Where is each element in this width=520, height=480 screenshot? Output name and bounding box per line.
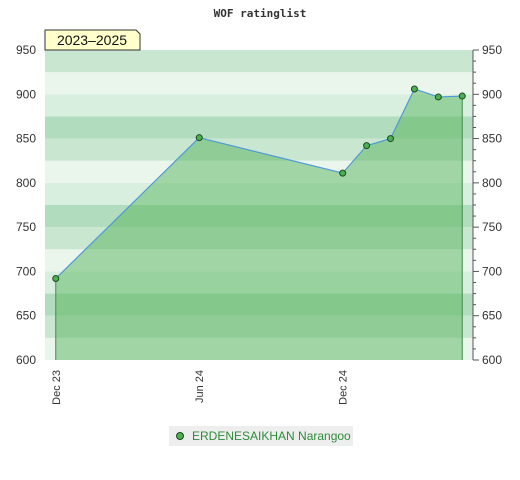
background-bands <box>45 50 473 360</box>
legend: ERDENESAIKHAN Narangoo <box>169 426 353 446</box>
grid-band <box>45 249 473 272</box>
series-line <box>55 88 463 360</box>
series-area <box>55 88 463 360</box>
y-tick-label-left: 850 <box>16 132 36 146</box>
legend-label: ERDENESAIKHAN Narangoo <box>192 429 351 443</box>
grid-band <box>45 50 473 73</box>
data-point <box>52 275 60 283</box>
data-point <box>458 92 466 100</box>
grid-band <box>45 160 473 183</box>
y-tick-label-left: 900 <box>16 87 36 101</box>
data-point <box>387 135 395 143</box>
grid-band <box>45 315 473 338</box>
y-tick-label-right: 650 <box>482 309 502 323</box>
data-point <box>410 85 418 93</box>
grid-band <box>45 72 473 95</box>
grid-band <box>45 337 473 360</box>
grid-band <box>45 182 473 205</box>
grid-band <box>45 293 473 316</box>
grid-band <box>45 271 473 294</box>
y-tick-label-right: 750 <box>482 220 502 234</box>
y-tick-label-right: 850 <box>482 132 502 146</box>
data-point <box>195 134 203 142</box>
y-axis-right: 600 650 700 750 800 850 900 950 <box>472 43 502 367</box>
y-tick-label-right: 600 <box>482 353 502 367</box>
period-label: 2023–2025 <box>57 32 127 48</box>
y-tick-label-right: 700 <box>482 264 502 278</box>
x-tick-label: Jun 24 <box>194 370 206 403</box>
y-tick-label-right: 800 <box>482 176 502 190</box>
x-tick-label: Dec 23 <box>51 370 63 405</box>
x-axis: Dec 23 Jun 24 Dec 24 <box>51 370 350 405</box>
data-point <box>339 169 347 177</box>
y-tick-label-left: 950 <box>16 43 36 57</box>
legend-marker <box>176 432 184 440</box>
data-point <box>434 93 442 101</box>
y-tick-label-left: 750 <box>16 220 36 234</box>
y-tick-label-right: 900 <box>482 87 502 101</box>
y-tick-label-left: 700 <box>16 264 36 278</box>
grid-band <box>45 94 473 117</box>
period-badge: 2023–2025 <box>44 29 141 51</box>
y-axis-left: 600 650 700 750 800 850 900 950 <box>16 43 36 367</box>
series-points <box>52 85 466 283</box>
rating-line <box>55 88 463 279</box>
grid-band <box>45 227 473 250</box>
y-tick-label-left: 600 <box>16 353 36 367</box>
y-tick-label-left: 800 <box>16 176 36 190</box>
chart-title: WOF ratinglist <box>214 7 307 20</box>
y-tick-label-right: 950 <box>482 43 502 57</box>
y-tick-label-left: 650 <box>16 309 36 323</box>
x-tick-label: Dec 24 <box>338 370 350 405</box>
grid-band <box>45 205 473 228</box>
grid-band <box>45 116 473 139</box>
data-point <box>363 142 371 150</box>
area-fill <box>55 88 463 360</box>
